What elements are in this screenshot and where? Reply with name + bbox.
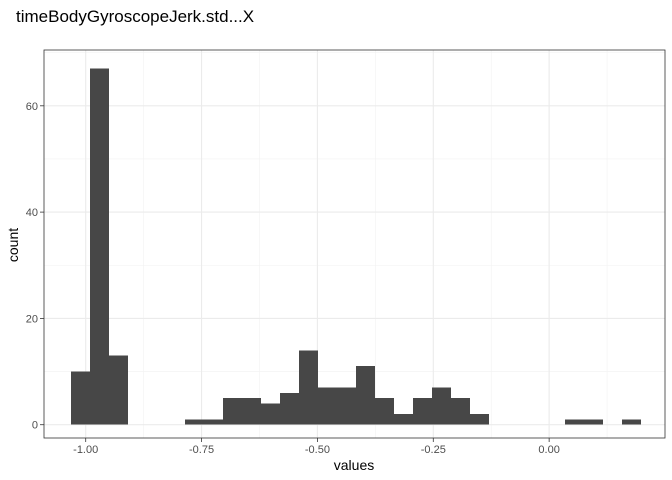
y-tick-label: 40 <box>26 207 38 219</box>
histogram-bar <box>469 414 489 425</box>
minor-gridlines <box>44 50 665 438</box>
plot-border <box>43 49 666 439</box>
histogram-bar <box>564 419 584 425</box>
histogram-bar <box>203 419 223 425</box>
histogram-bar <box>279 392 299 425</box>
x-tick-label: -1.00 <box>73 444 98 456</box>
histogram-bar <box>412 398 432 425</box>
x-axis: -1.00 -0.75 -0.50 -0.25 0.00 <box>73 438 560 456</box>
histogram-bar <box>621 419 641 425</box>
histogram-bar <box>393 414 413 425</box>
histogram-bar <box>222 398 242 425</box>
histogram-bar <box>374 398 394 425</box>
chart-title: timeBodyGyroscopeJerk.std...X <box>16 7 254 26</box>
histogram-bar <box>355 366 375 425</box>
histogram-bar <box>336 387 356 425</box>
x-tick-label: -0.25 <box>421 444 446 456</box>
histogram-bar <box>241 398 261 425</box>
y-axis: 0 20 40 60 <box>26 101 44 432</box>
y-axis-title: count <box>5 228 21 262</box>
histogram-bar <box>450 398 470 425</box>
histogram-bar <box>70 371 90 425</box>
y-tick-label: 60 <box>26 101 38 113</box>
histogram-bar <box>184 419 204 425</box>
histogram-bar <box>298 350 318 425</box>
histogram-bars <box>70 68 641 425</box>
y-tick-label: 0 <box>32 420 38 432</box>
x-tick-label: -0.75 <box>189 444 214 456</box>
histogram-bar <box>583 419 603 425</box>
histogram-bar <box>108 355 128 425</box>
plot-panel <box>44 50 665 438</box>
histogram-bar <box>431 387 451 425</box>
x-axis-title: values <box>334 457 374 473</box>
y-tick-label: 20 <box>26 313 38 325</box>
histogram-bar <box>260 403 280 425</box>
x-tick-label: -0.50 <box>305 444 330 456</box>
histogram-bar <box>317 387 337 425</box>
major-gridlines <box>44 50 665 438</box>
histogram-bar <box>89 68 109 425</box>
x-tick-label: 0.00 <box>538 444 559 456</box>
